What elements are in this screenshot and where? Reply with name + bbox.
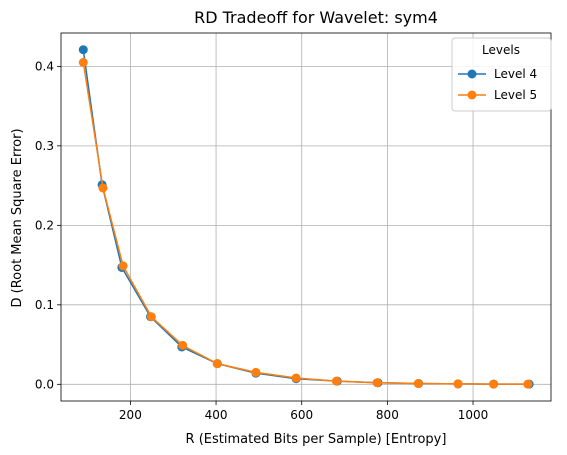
legend-items: Level 4 Level 5 [458,67,537,102]
y-tick-label: 0.2 [35,218,54,232]
data-point [212,359,222,369]
data-point [453,379,463,389]
series-layer [78,45,534,389]
data-point [523,379,533,389]
legend: Levels Level 4 Level 5 [451,37,552,112]
data-point [78,45,88,55]
series-2 [78,57,533,389]
series-line [82,62,528,385]
chart-title: RD Tradeoff for Wavelet: sym4 [194,8,438,27]
x-tick-label: 200 [119,408,142,422]
legend-label: Level 4 [494,67,537,81]
y-axis-label: D (Root Mean Square Error) [10,128,25,307]
x-tick-label: 800 [376,408,399,422]
x-tick-label: 400 [205,408,228,422]
legend-item: Level 5 [458,88,537,102]
y-tick-label: 0.0 [35,377,54,391]
data-point [146,312,156,322]
data-point [118,261,128,271]
legend-box [451,37,552,112]
legend-marker [467,69,477,79]
data-point [251,367,261,377]
legend-marker [467,90,477,100]
legend-label: Level 5 [494,88,537,102]
data-point [178,340,188,350]
axis-ticks: 200 400 600 800 1000 0.0 0.1 0.2 0.3 0.4 [35,59,488,422]
x-tick-label: 600 [290,408,313,422]
plot-frame [60,32,552,402]
legend-title: Levels [482,43,520,57]
data-point [489,379,499,389]
data-point [291,373,301,383]
data-point [98,183,108,193]
data-point [413,379,423,389]
y-tick-label: 0.4 [35,59,54,73]
legend-item: Level 4 [458,67,537,81]
y-tick-label: 0.1 [35,298,54,312]
y-tick-label: 0.3 [35,139,54,153]
data-point [372,378,382,388]
x-axis-label: R (Estimated Bits per Sample) [Entropy] [186,432,447,447]
data-point [78,57,88,67]
data-point [331,376,341,386]
x-tick-label: 1000 [458,408,489,422]
